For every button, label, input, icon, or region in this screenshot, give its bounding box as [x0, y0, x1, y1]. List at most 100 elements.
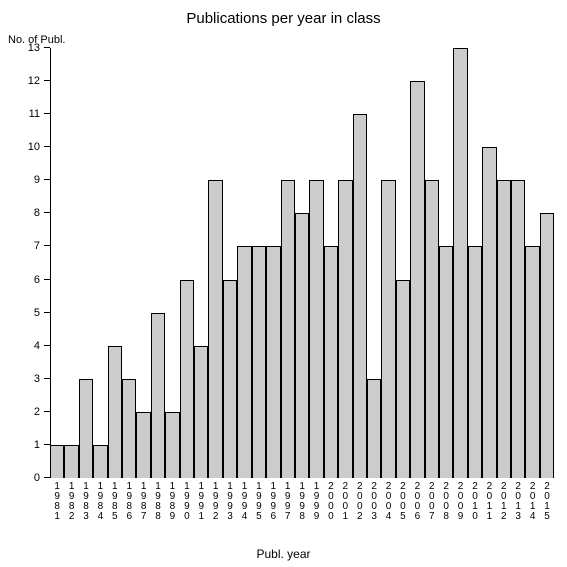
bar	[468, 246, 482, 478]
bar	[64, 445, 78, 478]
bar	[295, 213, 309, 478]
y-tick	[44, 113, 50, 114]
bar	[79, 379, 93, 478]
bar	[136, 412, 150, 478]
bar	[309, 180, 323, 478]
x-tick-label: 2012	[497, 482, 511, 522]
x-tick-label: 1999	[309, 482, 323, 522]
bar	[151, 313, 165, 478]
y-tick	[44, 345, 50, 346]
y-tick-label: 13	[28, 42, 40, 54]
x-tick-label: 2009	[453, 482, 467, 522]
y-tick	[44, 179, 50, 180]
y-tick-label: 5	[34, 307, 40, 319]
x-tick-label: 1997	[281, 482, 295, 522]
x-tick-label: 1981	[50, 482, 64, 522]
bar	[525, 246, 539, 478]
bar	[410, 81, 424, 478]
y-tick-label: 7	[34, 240, 40, 252]
x-tick-label: 1982	[64, 482, 78, 522]
bar	[367, 379, 381, 478]
bar	[108, 346, 122, 478]
y-tick	[44, 146, 50, 147]
bar	[497, 180, 511, 478]
x-tick-label: 1996	[266, 482, 280, 522]
y-tick	[44, 444, 50, 445]
y-tick	[44, 411, 50, 412]
x-tick-label: 2000	[324, 482, 338, 522]
y-tick-label: 2	[34, 406, 40, 418]
bar	[223, 280, 237, 478]
bar	[266, 246, 280, 478]
bar	[93, 445, 107, 478]
x-tick-label: 1986	[122, 482, 136, 522]
y-tick-label: 8	[34, 207, 40, 219]
x-tick-label: 2004	[381, 482, 395, 522]
x-tick-label: 1985	[108, 482, 122, 522]
x-tick-label: 1990	[180, 482, 194, 522]
x-tick-label: 1988	[151, 482, 165, 522]
x-tick-label: 2005	[396, 482, 410, 522]
chart-title: Publications per year in class	[0, 10, 567, 27]
y-tick-label: 10	[28, 141, 40, 153]
x-tick-label: 2006	[410, 482, 424, 522]
x-tick-label: 2011	[482, 482, 496, 522]
x-tick-label: 1998	[295, 482, 309, 522]
x-tick-label: 2007	[425, 482, 439, 522]
x-tick-label: 2014	[525, 482, 539, 522]
y-tick-label: 12	[28, 75, 40, 87]
y-tick	[44, 312, 50, 313]
y-tick	[44, 80, 50, 81]
x-tick-label: 1983	[79, 482, 93, 522]
x-tick-label: 1984	[93, 482, 107, 522]
bar	[511, 180, 525, 478]
x-tick-label: 2008	[439, 482, 453, 522]
bar	[122, 379, 136, 478]
bar	[338, 180, 352, 478]
x-tick-label: 1991	[194, 482, 208, 522]
y-tick	[44, 212, 50, 213]
x-tick-label: 1987	[136, 482, 150, 522]
bar	[453, 48, 467, 478]
bar	[439, 246, 453, 478]
x-axis-label: Publ. year	[0, 547, 567, 561]
y-tick	[44, 378, 50, 379]
y-tick	[44, 245, 50, 246]
chart-container: Publications per year in class No. of Pu…	[0, 0, 567, 567]
x-tick-label: 2013	[511, 482, 525, 522]
x-tick-label: 2015	[540, 482, 554, 522]
y-tick-label: 0	[34, 472, 40, 484]
x-tick-label: 1989	[165, 482, 179, 522]
bar	[353, 114, 367, 478]
plot-area: 012345678910111213	[50, 48, 554, 478]
bar	[237, 246, 251, 478]
y-tick-label: 1	[34, 439, 40, 451]
y-tick-label: 3	[34, 373, 40, 385]
y-tick	[44, 477, 50, 478]
bar	[324, 246, 338, 478]
bar	[180, 280, 194, 478]
x-tick-label: 1995	[252, 482, 266, 522]
bar	[425, 180, 439, 478]
y-tick-label: 9	[34, 174, 40, 186]
x-labels: 1981198219831984198519861987198819891990…	[50, 482, 554, 522]
x-tick-label: 2003	[367, 482, 381, 522]
bar	[482, 147, 496, 478]
bar	[208, 180, 222, 478]
x-tick-label: 1992	[208, 482, 222, 522]
bar	[50, 445, 64, 478]
y-tick-label: 6	[34, 274, 40, 286]
y-tick	[44, 47, 50, 48]
y-tick-label: 4	[34, 340, 40, 352]
bar	[165, 412, 179, 478]
x-tick-label: 1993	[223, 482, 237, 522]
x-tick-label: 2010	[468, 482, 482, 522]
plot-inner: 012345678910111213	[50, 48, 554, 478]
bar	[194, 346, 208, 478]
x-tick-label: 2002	[353, 482, 367, 522]
y-tick	[44, 279, 50, 280]
bar	[396, 280, 410, 478]
x-tick-label: 2001	[338, 482, 352, 522]
bar	[540, 213, 554, 478]
bars	[50, 48, 554, 478]
